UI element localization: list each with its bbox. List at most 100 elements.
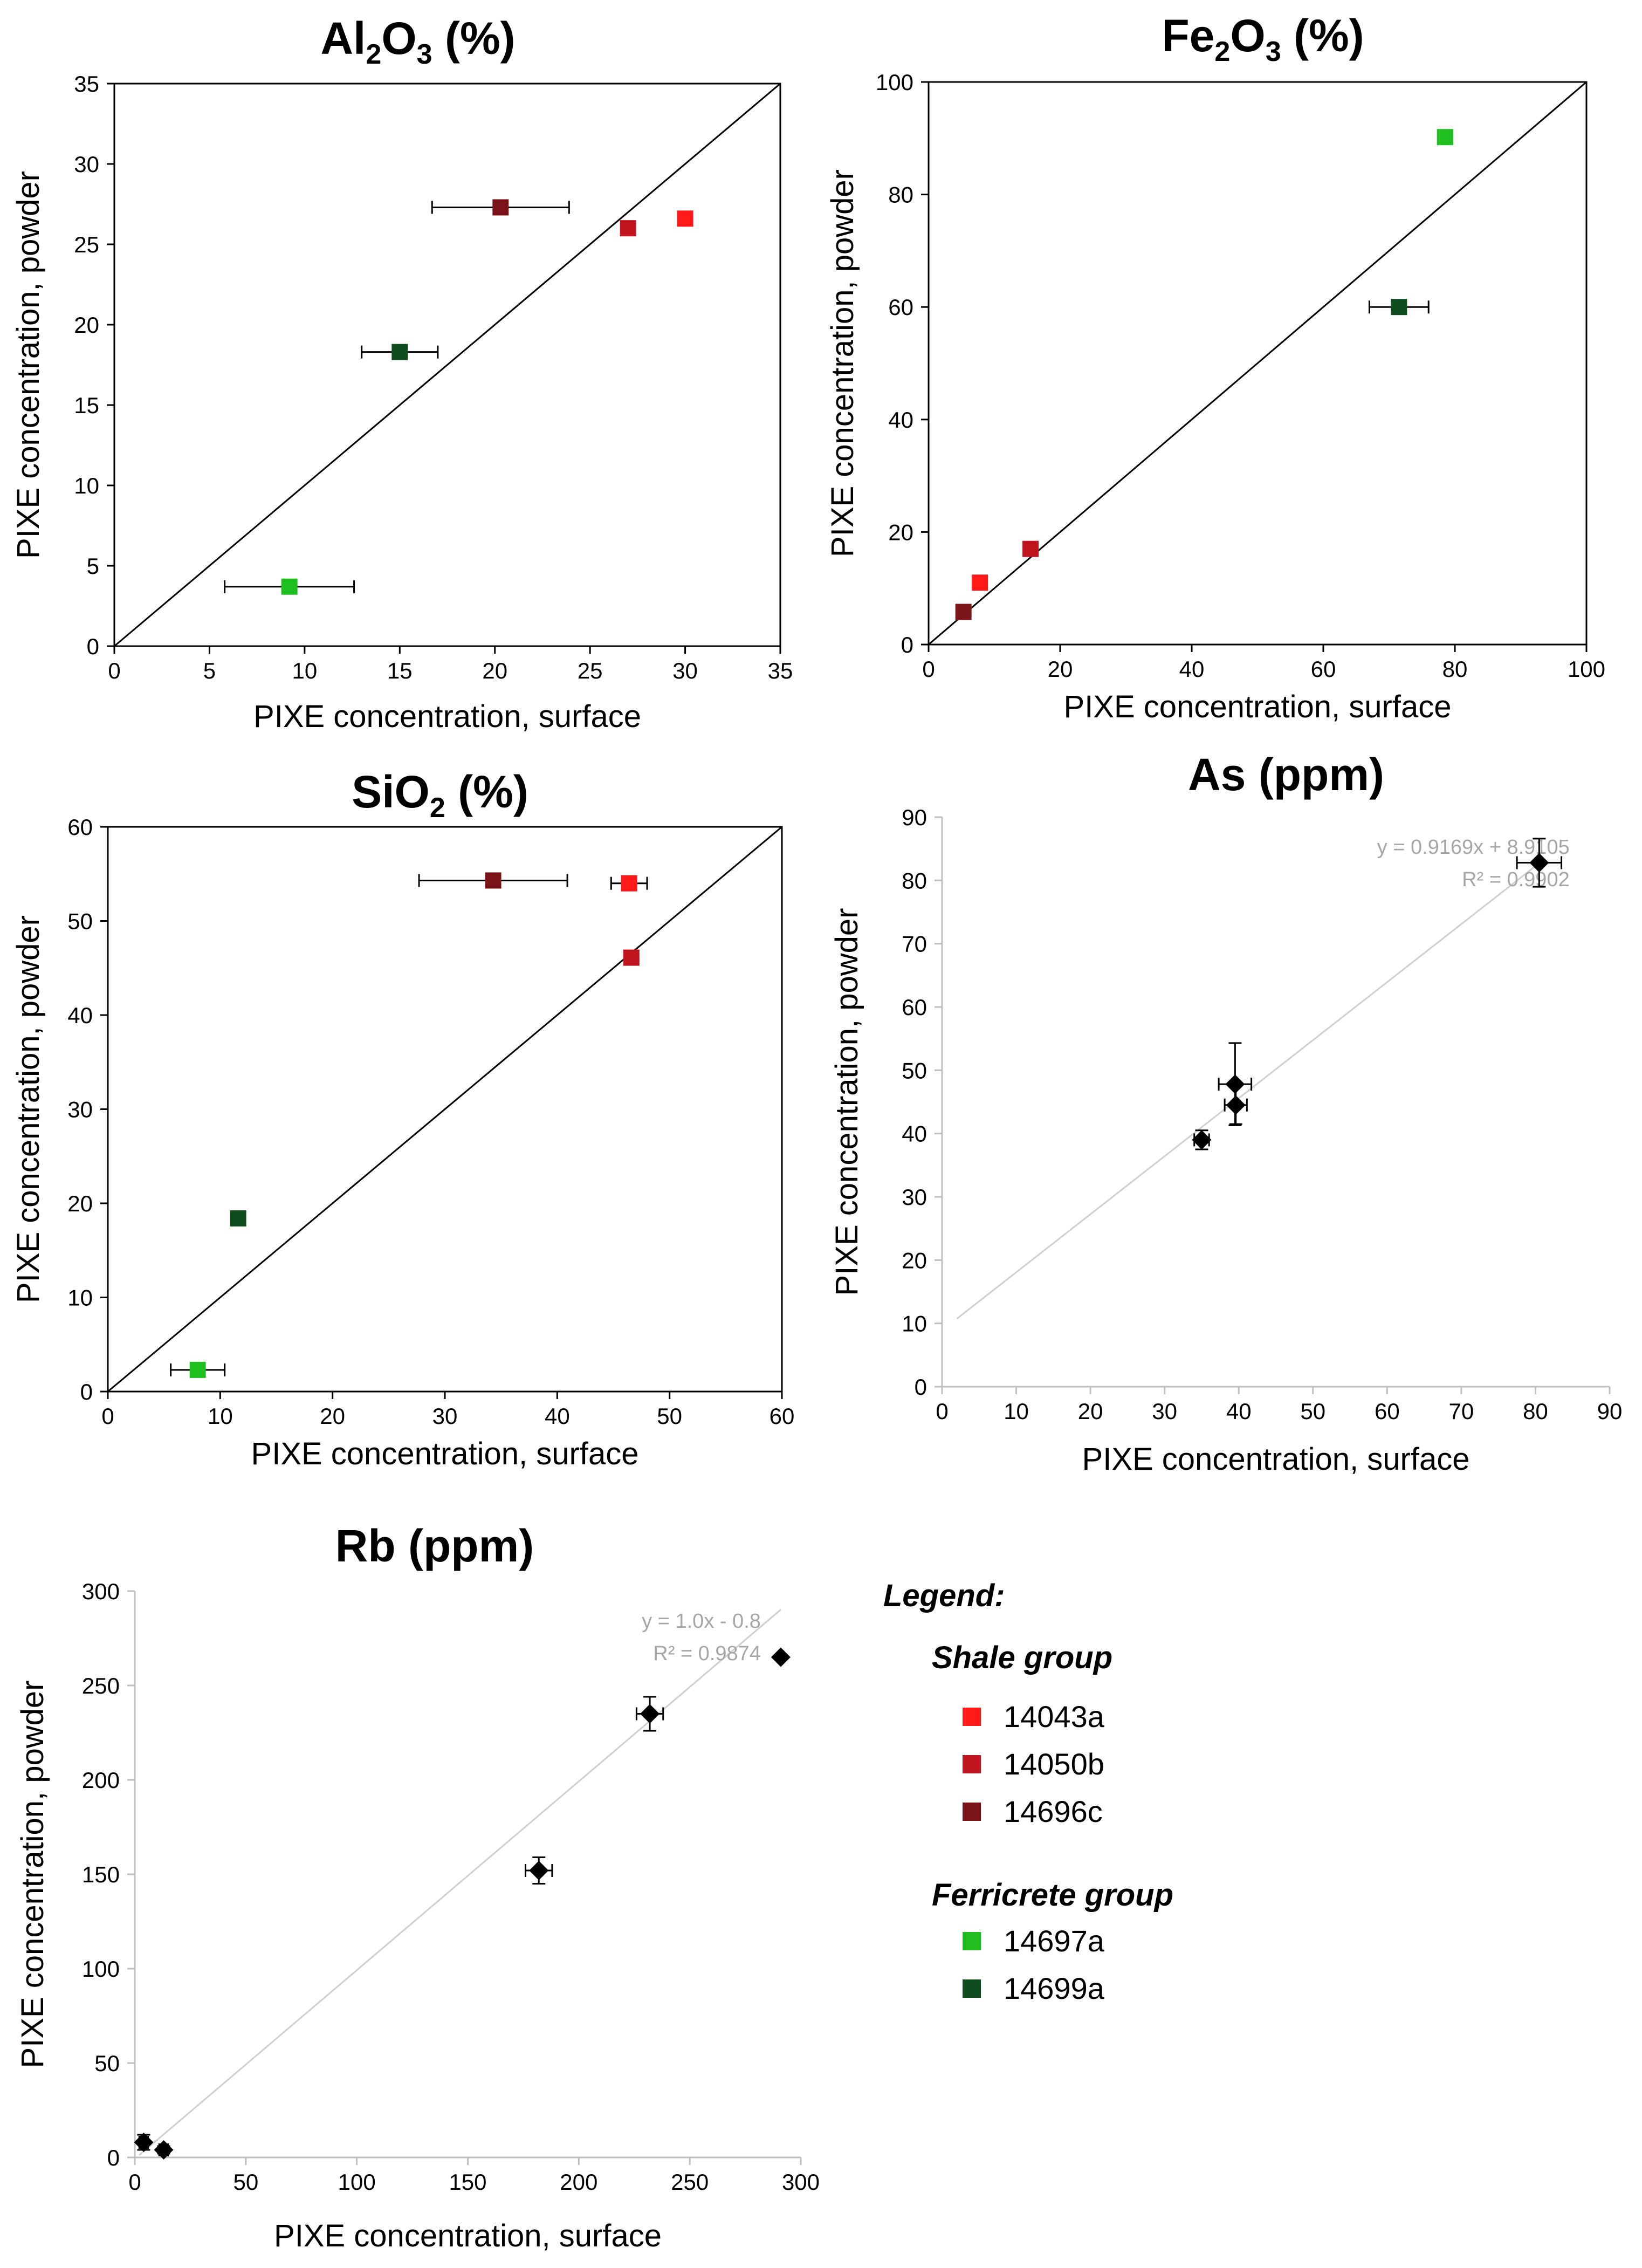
data-point-14043a	[677, 210, 693, 227]
y-axis-label-as: PIXE concentration, powder	[829, 908, 864, 1296]
data-point-14699a	[230, 1210, 246, 1226]
y-tick-label: 80	[888, 182, 913, 208]
data-point-14697a	[281, 578, 298, 595]
data-point-14699a	[391, 344, 408, 360]
x-tick-label: 0	[936, 1399, 948, 1424]
y-tick-label: 20	[902, 1248, 927, 1273]
x-tick-label: 200	[560, 2169, 597, 2195]
legend-item-14697a: 14697a	[963, 1923, 1104, 1958]
x-tick-label: 80	[1442, 656, 1468, 682]
legend-group-ferricrete-title: Ferricrete group	[932, 1878, 1173, 1913]
data-point-diamond	[154, 2140, 174, 2160]
x-tick-label: 0	[128, 2169, 141, 2195]
y-tick-label: 5	[87, 553, 99, 579]
legend-label-14050b: 14050b	[1004, 1747, 1104, 1781]
y-tick-label: 200	[82, 1767, 120, 1793]
y-axis-label-rb: PIXE concentration, powder	[15, 1681, 50, 2068]
x-tick-label: 20	[482, 658, 507, 683]
data-point-14696c	[492, 199, 509, 216]
y-tick-label: 15	[74, 393, 99, 418]
data-point-14043a	[972, 574, 988, 591]
identity-line-sio2	[107, 826, 782, 1393]
plot-frame-fe2o3	[928, 81, 1588, 646]
identity-line-al2o3	[114, 83, 781, 647]
x-tick-label: 80	[1523, 1399, 1548, 1424]
x-tick-label: 50	[233, 2169, 258, 2195]
data-point-diamond	[1529, 853, 1549, 873]
x-axis-label-fe2o3: PIXE concentration, surface	[1064, 689, 1452, 724]
x-tick-label: 10	[292, 658, 317, 683]
x-tick-label: 100	[338, 2169, 376, 2195]
x-axis-label-as: PIXE concentration, surface	[1082, 1442, 1470, 1477]
y-axis-label-fe2o3: PIXE concentration, powder	[825, 169, 860, 557]
y-axis-label-sio2: PIXE concentration, powder	[11, 915, 46, 1303]
data-point-diamond	[134, 2133, 154, 2152]
y-tick-label: 20	[888, 519, 913, 545]
legend-swatch-14696c	[963, 1802, 981, 1821]
trend-line-rb	[139, 1609, 781, 2156]
x-tick-label: 30	[432, 1403, 458, 1429]
x-tick-label: 35	[768, 658, 793, 683]
x-tick-label: 40	[1179, 656, 1205, 682]
legend-swatch-14697a	[963, 1931, 981, 1950]
x-tick-label: 0	[922, 656, 935, 682]
data-point-14050b	[623, 949, 640, 966]
y-tick-label: 30	[902, 1184, 927, 1210]
y-tick-label: 100	[82, 1956, 120, 1982]
y-tick-label: 10	[902, 1311, 927, 1337]
x-tick-label: 40	[1226, 1399, 1252, 1424]
data-point-diamond	[529, 1861, 549, 1880]
y-tick-label: 60	[67, 814, 93, 840]
y-tick-label: 150	[82, 1862, 120, 1887]
chart-al2o3: Al2O3 (%) 0 5 10 15 20 25 30 35 0 5 10 15 20 25 30 35 PIX…	[11, 13, 793, 734]
y-tick-label: 10	[67, 1285, 93, 1311]
x-tick-label: 10	[1004, 1399, 1029, 1424]
chart-as: As (ppm) 0 10 20 30 40 50 60 70 80 90 0 10 20 30 40 50 60…	[829, 749, 1622, 1477]
y-tick-label: 0	[915, 1374, 927, 1400]
chart-sio2: SiO2 (%) 0 10 20 30 40 50 60 0 10 20 30 40 50 60 PIXE c…	[11, 766, 794, 1471]
y-tick-label: 100	[876, 70, 913, 95]
identity-line-fe2o3	[928, 81, 1587, 646]
legend-group-shale-title: Shale group	[932, 1640, 1113, 1675]
y-tick-label: 0	[80, 1379, 93, 1404]
legend-item-14043a: 14043a	[963, 1699, 1104, 1734]
trend-equation-as: R² = 0.9902	[1462, 868, 1570, 891]
data-point-diamond	[640, 1704, 660, 1724]
x-tick-label: 40	[545, 1403, 570, 1429]
x-tick-label: 50	[1300, 1399, 1325, 1424]
x-tick-label: 100	[1568, 656, 1605, 682]
y-tick-label: 20	[67, 1191, 93, 1216]
data-point-diamond	[1226, 1095, 1246, 1115]
x-tick-label: 60	[1375, 1399, 1400, 1424]
plot-frame-al2o3	[113, 83, 781, 647]
x-tick-label: 25	[578, 658, 603, 683]
x-tick-label: 30	[672, 658, 698, 683]
data-point-14699a	[1391, 299, 1407, 316]
legend-title: Legend:	[883, 1578, 1005, 1613]
data-point-diamond	[771, 1647, 791, 1667]
y-tick-label: 70	[902, 931, 927, 957]
y-tick-label: 30	[74, 152, 99, 177]
y-tick-label: 300	[82, 1579, 120, 1604]
legend-label-14699a: 14699a	[1004, 1971, 1104, 2005]
y-tick-label: 60	[902, 995, 927, 1020]
y-tick-label: 35	[74, 71, 99, 97]
legend-item-14699a: 14699a	[963, 1971, 1104, 2006]
x-tick-label: 150	[449, 2169, 486, 2195]
legend-item-14050b: 14050b	[963, 1746, 1104, 1781]
x-axis-label-sio2: PIXE concentration, surface	[251, 1436, 639, 1471]
data-point-14697a	[189, 1361, 206, 1378]
y-tick-label: 0	[107, 2145, 120, 2170]
y-tick-label: 50	[902, 1058, 927, 1083]
y-tick-label: 0	[901, 632, 913, 657]
chart-title-fe2o3: Fe2O3 (%)	[1162, 10, 1364, 67]
y-tick-label: 25	[74, 232, 99, 257]
x-axis-label-al2o3: PIXE concentration, surface	[253, 699, 641, 734]
x-tick-label: 15	[387, 658, 413, 683]
data-point-14050b	[1022, 540, 1039, 557]
y-tick-label: 0	[87, 634, 99, 659]
x-tick-label: 30	[1152, 1399, 1177, 1424]
y-tick-label: 30	[67, 1097, 93, 1122]
chart-rb: Rb (ppm) 0 50 100 150 200 250 300 0 50 100 150 200 25…	[15, 1520, 820, 2253]
